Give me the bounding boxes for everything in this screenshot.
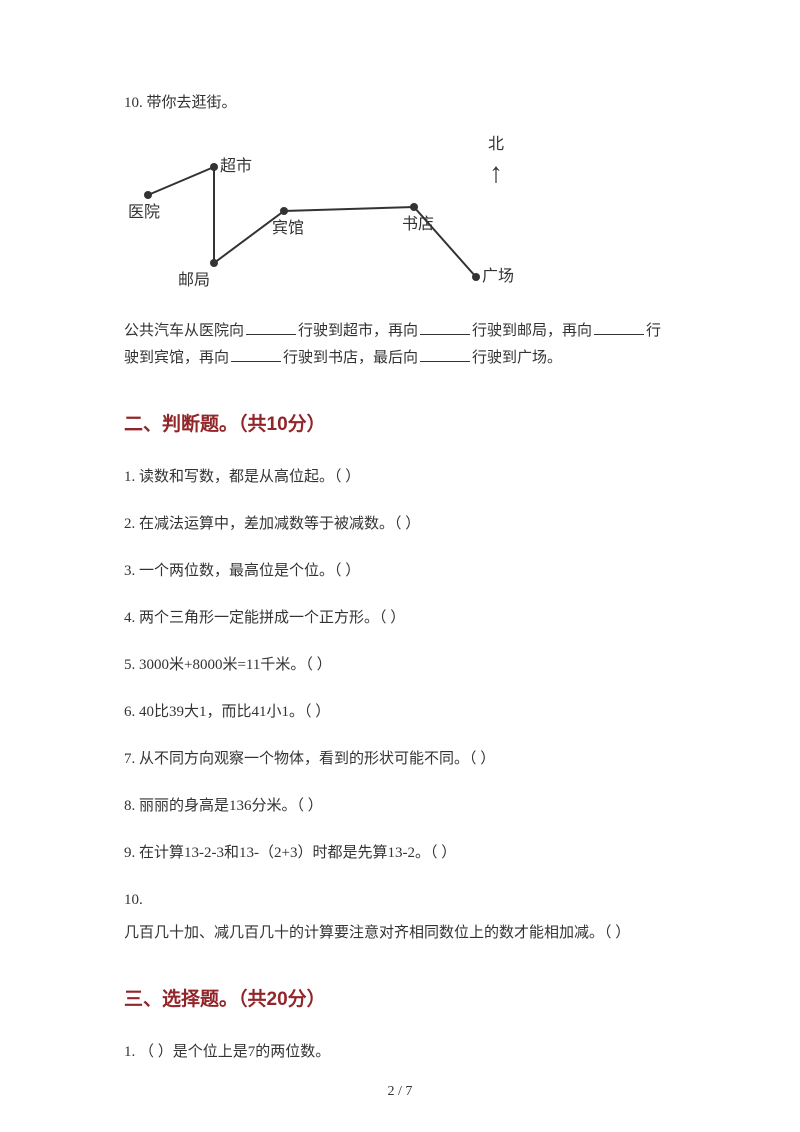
label-postoffice: 邮局 <box>178 267 210 296</box>
fill-p1: 公共汽车从医院向 <box>124 323 244 339</box>
judge-item-2: 2. 在减法运算中，差加减数等于被减数。（ ） <box>124 511 676 538</box>
blank-3[interactable] <box>594 320 644 335</box>
page-number: 2 / 7 <box>0 1079 800 1104</box>
fill-p6: 行驶到广场。 <box>472 350 562 366</box>
blank-5[interactable] <box>420 347 470 362</box>
judge-item-7: 7. 从不同方向观察一个物体，看到的形状可能不同。（ ） <box>124 746 676 773</box>
fill-p5: 行驶到书店，最后向 <box>283 350 418 366</box>
compass-arrow: ↑ <box>488 160 504 188</box>
compass-label: 北 <box>488 131 504 160</box>
judge-item-8: 8. 丽丽的身高是136分米。（ ） <box>124 793 676 820</box>
route-diagram: 北 ↑ 医院 超市 邮局 宾馆 书店 广场 <box>124 131 544 306</box>
judge-item-4: 4. 两个三角形一定能拼成一个正方形。（ ） <box>124 605 676 632</box>
judge-item-5: 5. 3000米+8000米=11千米。（ ） <box>124 652 676 679</box>
q10-title: 10. 带你去逛街。 <box>124 90 676 117</box>
node-supermarket <box>210 163 218 171</box>
judge-item-9: 9. 在计算13-2-3和13-（2+3）时都是先算13-2。（ ） <box>124 840 676 867</box>
compass: 北 ↑ <box>488 131 504 188</box>
blank-1[interactable] <box>246 320 296 335</box>
node-bookstore <box>410 203 418 211</box>
label-hospital: 医院 <box>128 199 160 228</box>
judge-item-6: 6. 40比39大1，而比41小1。（ ） <box>124 699 676 726</box>
label-square: 广场 <box>482 263 514 292</box>
judge-item-3: 3. 一个两位数，最高位是个位。（ ） <box>124 558 676 585</box>
choice-item-1: 1. （ ）是个位上是7的两位数。 <box>124 1039 676 1066</box>
label-bookstore: 书店 <box>402 211 434 240</box>
section3-title: 三、选择题。（共20分） <box>124 983 676 1017</box>
fill-p2: 行驶到超市，再向 <box>298 323 418 339</box>
blank-4[interactable] <box>231 347 281 362</box>
judge-item-1: 1. 读数和写数，都是从高位起。（ ） <box>124 464 676 491</box>
fill-p3: 行驶到邮局，再向 <box>472 323 592 339</box>
node-square <box>472 273 480 281</box>
node-postoffice <box>210 259 218 267</box>
label-hotel: 宾馆 <box>272 215 304 244</box>
judge-item-10a: 10. <box>124 887 676 914</box>
node-hotel <box>280 207 288 215</box>
label-supermarket: 超市 <box>220 153 252 182</box>
node-hospital <box>144 191 152 199</box>
section2-title: 二、判断题。（共10分） <box>124 408 676 442</box>
judge-item-10b: 几百几十加、减几百几十的计算要注意对齐相同数位上的数才能相加减。（ ） <box>124 920 676 947</box>
q10-fill-text: 公共汽车从医院向行驶到超市，再向行驶到邮局，再向行驶到宾馆，再向行驶到书店，最后… <box>124 318 676 372</box>
blank-2[interactable] <box>420 320 470 335</box>
